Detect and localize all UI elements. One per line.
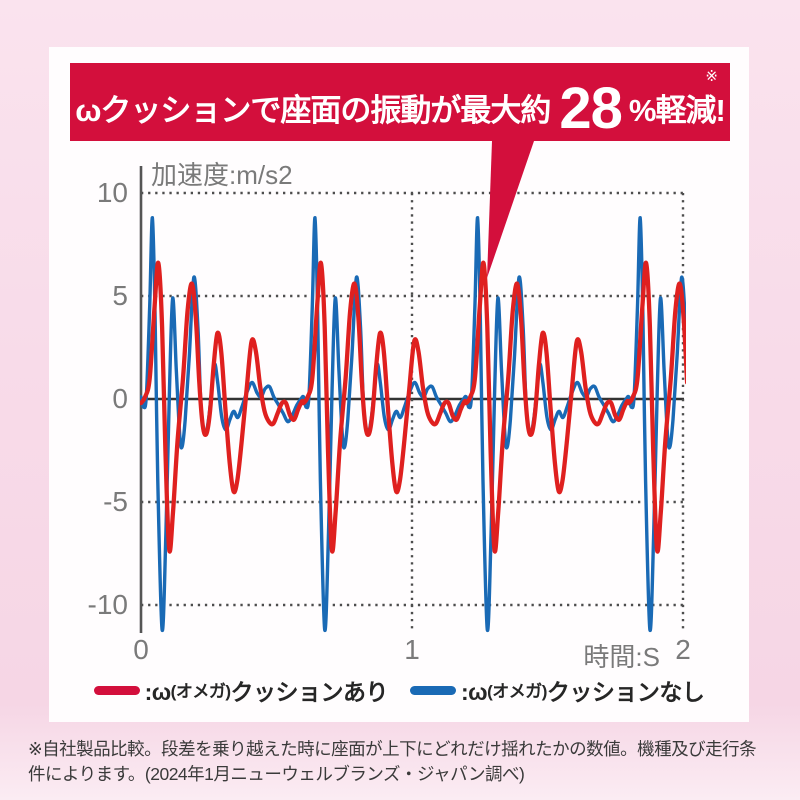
- y-tick-0: 0: [112, 383, 128, 414]
- chart-legend: :ω(オメガ)クッションあり :ω(オメガ)クッションなし: [49, 672, 749, 708]
- legend-swatch-red: [93, 685, 140, 695]
- headline-banner: ※ ωクッションで座面の振動が最大約 28 %軽減!: [70, 63, 730, 141]
- banner-percent-number: 28: [559, 75, 623, 141]
- banner-asterisk-mark: ※: [705, 68, 718, 85]
- x-tick-2: 2: [675, 634, 691, 665]
- footnote-line-1: ※自社製品比較。段差を乗り越えた時に座面が上下にどれだけ揺れたかの数値。機種及び…: [28, 739, 757, 759]
- footnote: ※自社製品比較。段差を乗り越えた時に座面が上下にどれだけ揺れたかの数値。機種及び…: [28, 737, 790, 787]
- legend-label-without-cushion: :ω(オメガ)クッションなし: [461, 673, 705, 707]
- legend-item-without-cushion: :ω(オメガ)クッションなし: [410, 673, 705, 707]
- legend-swatch-blue: [410, 685, 456, 695]
- legend-label-pre: :ω: [144, 679, 172, 705]
- banner-text-after: %軽減!: [628, 93, 726, 128]
- legend-label-with-cushion: :ω(オメガ)クッションあり: [144, 673, 389, 707]
- y-tick-neg10: -10: [87, 589, 128, 620]
- legend-label-post: クッションなし: [546, 679, 705, 705]
- y-tick-5: 5: [112, 280, 128, 311]
- footnote-line-2: 件によります。(2024年1月ニューウェルブランズ・ジャパン調べ): [28, 763, 525, 784]
- x-tick-1: 1: [404, 634, 420, 665]
- banner-text-before: ωクッションで座面の振動が最大約: [75, 93, 551, 128]
- y-tick-10: 10: [96, 177, 128, 208]
- y-tick-neg5: -5: [103, 486, 128, 517]
- legend-label-post: クッションあり: [230, 679, 389, 705]
- legend-label-reading: (オメガ): [170, 682, 231, 701]
- content-panel: [49, 47, 749, 722]
- x-tick-0: 0: [133, 634, 149, 665]
- y-axis-title: 加速度:m/s2: [151, 160, 293, 190]
- legend-label-pre: :ω: [461, 679, 488, 705]
- legend-label-reading: (オメガ): [487, 682, 547, 701]
- legend-item-with-cushion: :ω(オメガ)クッションあり: [93, 673, 389, 707]
- x-axis-title: 時間:S: [583, 642, 660, 672]
